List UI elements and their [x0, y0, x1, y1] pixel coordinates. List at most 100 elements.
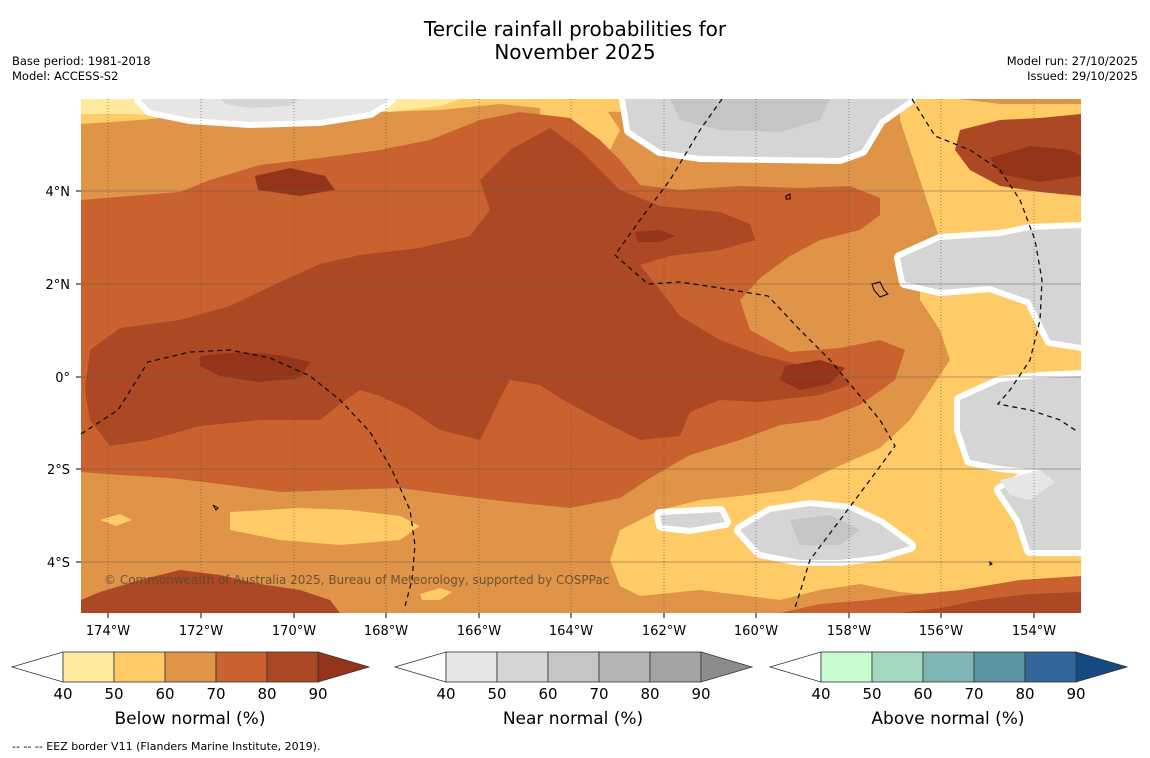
- island-swains: [212, 504, 219, 511]
- base-period-text: Base period: 1981-2018: [12, 54, 151, 68]
- lat-tick-label: 0°: [55, 371, 70, 386]
- region-below-90-east: [780, 360, 845, 390]
- colorbar-tick-label: 40: [53, 685, 72, 703]
- region-near-southeast-inner: [1000, 470, 1055, 500]
- region-below-90-west: [200, 352, 310, 382]
- lon-tick-label: 158°W: [827, 624, 871, 639]
- colorbar-segment: [266, 651, 319, 683]
- copyright-text: © Commonwealth of Australia 2025, Bureau…: [104, 573, 609, 587]
- meta-left: Base period: 1981-2018 Model: ACCESS-S2: [12, 54, 151, 84]
- chart-title: Tercile rainfall probabilities for Novem…: [0, 18, 1150, 64]
- colorbar-tick-label: 60: [913, 685, 932, 703]
- model-text: Model: ACCESS-S2: [12, 69, 119, 83]
- colorbar-tick-label: 50: [487, 685, 506, 703]
- region-below-80-90-south: [81, 570, 340, 613]
- gridlines: [81, 99, 1081, 613]
- colorbar-title-above: Above normal (%): [871, 709, 1025, 729]
- lon-tick-label: 162°W: [642, 624, 686, 639]
- eez-footnote: -- -- -- EEZ border V11 (Flanders Marine…: [12, 740, 321, 753]
- region-below-80-90-southeast: [900, 590, 1081, 613]
- near-normal-regions: [134, 93, 1087, 566]
- colorbar-title-near: Near normal (%): [502, 709, 644, 729]
- eez-border-center: [614, 98, 896, 609]
- colorbar-over-triangle: [1075, 651, 1129, 683]
- lon-tick-label: 172°W: [179, 624, 223, 639]
- eez-border-east: [911, 98, 1079, 433]
- colorbar-segment: [649, 651, 702, 683]
- colorbar-tick-label: 90: [308, 685, 327, 703]
- colorbar-tick-label: 40: [811, 685, 830, 703]
- lon-tick-label: 168°W: [364, 624, 408, 639]
- region-near-top-left-inner: [220, 99, 300, 108]
- islands: [212, 193, 993, 566]
- colorbar-segment: [62, 651, 115, 683]
- colorbar-tick-label: 50: [104, 685, 123, 703]
- latitude-axis: 4°N 2°N 0° 2°S 4°S: [46, 185, 81, 571]
- region-near-southeast: [960, 376, 1081, 550]
- colorbar-near-normal: 40 50 60 70 80 90: [393, 651, 754, 703]
- colorbar-segment: [164, 651, 217, 683]
- colorbar-under-triangle: [768, 651, 822, 683]
- colorbar-segment: [1024, 651, 1077, 683]
- region-near-north-inner: [670, 99, 830, 132]
- title-line-1: Tercile rainfall probabilities for: [423, 17, 727, 41]
- colorbar-above-normal: 40 50 60 70 80 90: [768, 651, 1129, 703]
- title-line-2: November 2025: [494, 40, 656, 64]
- region-below-90-northeast: [990, 146, 1081, 182]
- lon-tick-label: 160°W: [734, 624, 778, 639]
- colorbar-tick-label: 60: [538, 685, 557, 703]
- colorbar-tick-label: 80: [1015, 685, 1034, 703]
- lat-tick-label: 2°S: [47, 463, 70, 478]
- region-below-90-northwest: [255, 168, 335, 196]
- lat-tick-label: 4°N: [46, 185, 71, 200]
- region-near-east: [900, 228, 1081, 345]
- lon-tick-label: 170°W: [272, 624, 316, 639]
- colorbar-tick-label: 90: [1066, 685, 1085, 703]
- colorbar-segment: [598, 651, 651, 683]
- colorbar-under-triangle: [10, 651, 64, 683]
- colorbar-segment: [445, 651, 498, 683]
- region-below-50-60-east: [610, 99, 1081, 613]
- island-small-south: [989, 560, 993, 566]
- colorbar-tick-label: 80: [640, 685, 659, 703]
- colorbar-tick-label: 70: [964, 685, 983, 703]
- colorbar-segment: [820, 651, 873, 683]
- model-run-text: Model run: 27/10/2025: [1006, 54, 1138, 68]
- region-near-south-inner: [790, 515, 860, 545]
- lon-tick-label: 164°W: [549, 624, 593, 639]
- region-below-90-center: [635, 230, 675, 242]
- colorbar-tick-label: 90: [691, 685, 710, 703]
- lon-tick-label: 154°W: [1012, 624, 1056, 639]
- colorbar-tick-label: 50: [862, 685, 881, 703]
- colorbar-segment: [871, 651, 924, 683]
- region-near-top-left: [140, 99, 390, 122]
- colorbar-segment: [113, 651, 166, 683]
- lon-tick-label: 174°W: [86, 624, 130, 639]
- colorbar-segment: [547, 651, 600, 683]
- colorbar-over-triangle: [317, 651, 371, 683]
- colorbar-tick-label: 60: [155, 685, 174, 703]
- colorbar-segment: [496, 651, 549, 683]
- meta-right: Model run: 27/10/2025 Issued: 29/10/2025: [1007, 54, 1138, 84]
- colorbar-below-normal: 40 50 60 70 80 90: [10, 651, 371, 703]
- eez-border-west: [80, 349, 416, 611]
- colorbar-segment: [215, 651, 268, 683]
- colorbar-tick-label: 40: [436, 685, 455, 703]
- lat-tick-label: 4°S: [47, 556, 70, 571]
- probability-map: [80, 93, 1087, 613]
- region-near-south-small: [660, 512, 725, 528]
- colorbar-segment: [973, 651, 1026, 683]
- lon-tick-label: 166°W: [457, 624, 501, 639]
- colorbar-segment: [922, 651, 975, 683]
- region-below-50-60-southwest: [230, 508, 420, 545]
- colorbar-title-below: Below normal (%): [114, 709, 266, 729]
- lon-tick-label: 156°W: [919, 624, 963, 639]
- longitude-axis: 174°W 172°W 170°W 168°W 166°W 164°W 162°W 160°W…: [86, 613, 1056, 639]
- lat-tick-label: 2°N: [46, 278, 71, 293]
- colorbar-tick-label: 70: [206, 685, 225, 703]
- region-below-50-60-south-center: [420, 588, 452, 600]
- colorbar-tick-label: 80: [257, 685, 276, 703]
- colorbar-under-triangle: [393, 651, 447, 683]
- eez-borders: [80, 98, 1079, 611]
